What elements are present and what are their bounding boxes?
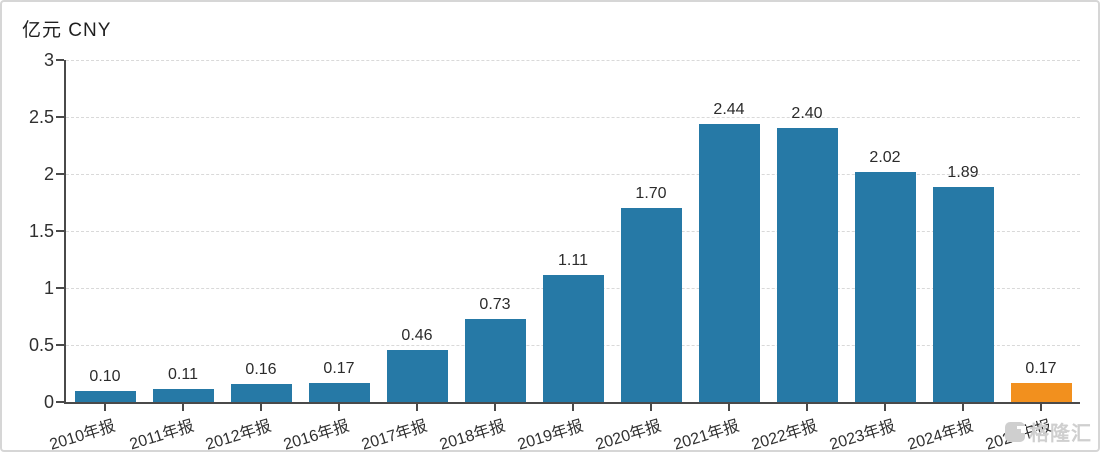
y-axis-label: 2 bbox=[43, 164, 54, 184]
x-axis-label: 2021年报 bbox=[672, 417, 742, 452]
bar-value-label: 0.16 bbox=[245, 361, 277, 378]
x-axis-label: 2017年报 bbox=[360, 417, 430, 452]
gridline bbox=[66, 59, 1080, 61]
y-axis-tick bbox=[56, 287, 64, 289]
bar bbox=[854, 172, 916, 402]
y-axis-tick bbox=[56, 401, 64, 403]
x-axis-label: 2010年报 bbox=[48, 417, 118, 452]
gridline bbox=[66, 173, 1080, 175]
x-axis-tick bbox=[338, 404, 340, 411]
x-axis-label: 2024年报 bbox=[906, 417, 976, 452]
x-axis-label: 2016年报 bbox=[282, 417, 352, 452]
y-axis-tick bbox=[56, 59, 64, 61]
bar bbox=[620, 208, 682, 402]
x-axis-tick bbox=[104, 404, 106, 411]
x-axis-label: 2018年报 bbox=[438, 417, 508, 452]
bar-value-label: 0.17 bbox=[1025, 360, 1057, 377]
bar-value-label: 1.11 bbox=[558, 252, 588, 269]
bar bbox=[776, 128, 838, 402]
y-axis-label: 3 bbox=[43, 50, 54, 70]
gridline bbox=[66, 230, 1080, 232]
x-axis-tick bbox=[806, 404, 808, 411]
bar-value-label: 0.73 bbox=[479, 296, 511, 313]
x-axis-tick bbox=[572, 404, 574, 411]
bar bbox=[230, 384, 292, 402]
bar bbox=[932, 187, 994, 402]
y-axis-label: 0.5 bbox=[28, 335, 54, 355]
x-axis-tick bbox=[494, 404, 496, 411]
y-axis-label: 2.5 bbox=[28, 107, 54, 127]
plot-area: 0 0.5 1 1.5 2 2.5 3 0.10 2010年报 0.11 2011年报 0.16 201… bbox=[29, 50, 1080, 450]
bar-value-label: 2.44 bbox=[713, 101, 745, 118]
x-axis-label: 2012年报 bbox=[204, 417, 274, 452]
gelonghui-logo-icon bbox=[1005, 421, 1026, 442]
bar-value-label: 1.89 bbox=[947, 164, 979, 181]
bar-value-label: 1.70 bbox=[635, 185, 667, 202]
chart-unit-title: 亿元 CNY bbox=[22, 20, 112, 41]
bar-value-label: 0.10 bbox=[89, 368, 121, 385]
gridline bbox=[66, 116, 1080, 118]
x-axis-tick bbox=[884, 404, 886, 411]
x-axis-tick bbox=[1040, 404, 1042, 411]
y-axis-tick bbox=[56, 173, 64, 175]
y-axis-label: 1.5 bbox=[28, 221, 54, 241]
bar-value-label: 0.17 bbox=[323, 360, 355, 377]
bar bbox=[1010, 383, 1072, 402]
x-axis-tick bbox=[728, 404, 730, 411]
y-axis-tick bbox=[56, 344, 64, 346]
x-axis-label: 2023年报 bbox=[828, 417, 898, 452]
x-axis-label: 2022年报 bbox=[750, 417, 820, 452]
watermark: 格隆汇 bbox=[1005, 417, 1092, 446]
x-axis-tick bbox=[182, 404, 184, 411]
bar bbox=[386, 350, 448, 402]
bar bbox=[698, 124, 760, 402]
bar-value-label: 2.40 bbox=[791, 105, 823, 122]
x-axis-tick bbox=[962, 404, 964, 411]
bar-value-label: 0.11 bbox=[168, 366, 198, 383]
y-axis-label: 0 bbox=[43, 392, 54, 412]
y-axis-label: 1 bbox=[43, 278, 54, 298]
bar-value-label: 0.46 bbox=[401, 327, 433, 344]
y-axis-tick bbox=[56, 230, 64, 232]
bar-value-label: 2.02 bbox=[869, 149, 901, 166]
bar bbox=[542, 275, 604, 402]
x-axis-tick bbox=[260, 404, 262, 411]
x-axis-tick bbox=[416, 404, 418, 411]
watermark-text: 格隆汇 bbox=[1029, 423, 1092, 445]
x-axis-label: 2011年报 bbox=[127, 417, 196, 452]
x-axis-tick bbox=[650, 404, 652, 411]
x-axis-label: 2020年报 bbox=[594, 417, 664, 452]
bar bbox=[308, 383, 370, 402]
bar bbox=[464, 319, 526, 402]
y-axis-tick bbox=[56, 116, 64, 118]
bar bbox=[74, 391, 136, 402]
bar bbox=[152, 389, 214, 402]
x-axis-label: 2019年报 bbox=[516, 417, 586, 452]
